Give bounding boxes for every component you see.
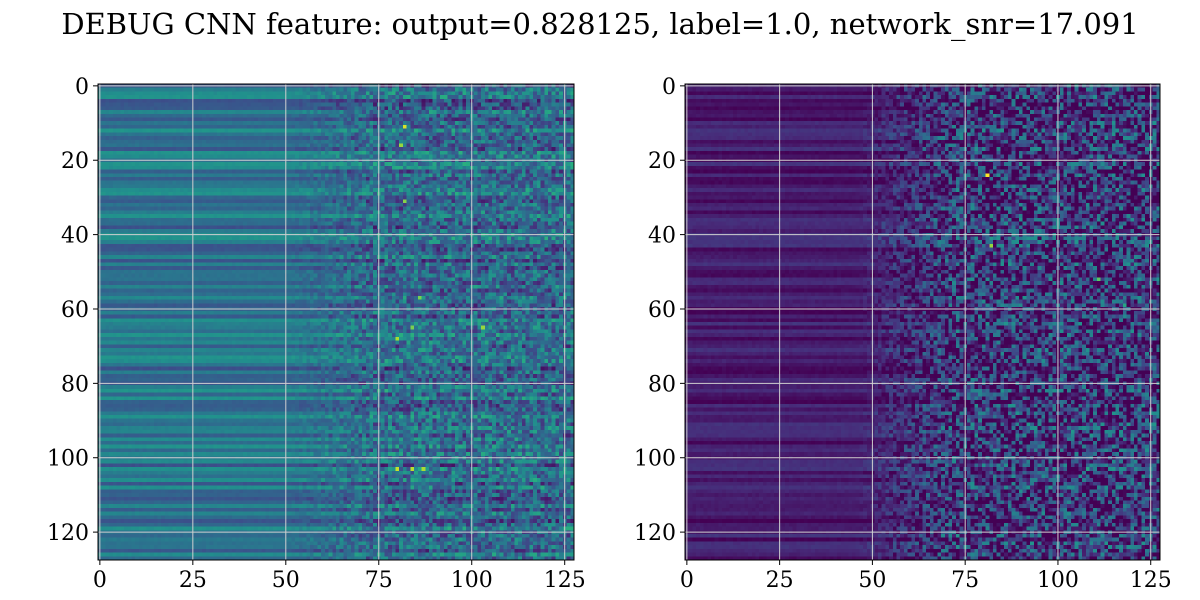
- y-tick-label: 0: [662, 75, 676, 100]
- y-tick-label: 0: [75, 75, 89, 100]
- x-tick-label: 25: [766, 568, 794, 593]
- heatmap-image: [685, 84, 1160, 560]
- y-tick-label: 120: [634, 521, 676, 546]
- y-tick-label: 80: [648, 372, 676, 397]
- x-tick-label: 125: [544, 568, 586, 593]
- x-tick-label: 100: [1037, 568, 1079, 593]
- axes-frame: [684, 83, 1161, 561]
- x-tick-label: 50: [272, 568, 300, 593]
- axes-frame: [97, 83, 575, 561]
- x-tick-label: 25: [179, 568, 207, 593]
- x-tick-label: 125: [1130, 568, 1172, 593]
- heatmap-panel-left: 0 25 50 75 100 125 0 20 40 60 80 100 120: [47, 75, 586, 593]
- x-tick-label: 75: [365, 568, 393, 593]
- y-tick-label: 100: [47, 447, 89, 472]
- heatmap-image: [98, 84, 574, 560]
- x-tick-label: 0: [93, 568, 107, 593]
- x-tick-label: 0: [680, 568, 694, 593]
- figure-title: DEBUG CNN feature: output=0.828125, labe…: [61, 7, 1138, 42]
- y-tick-label: 100: [634, 447, 676, 472]
- x-tick-label: 50: [858, 568, 886, 593]
- y-tick-label: 120: [47, 521, 89, 546]
- x-tick-label: 75: [951, 568, 979, 593]
- y-tick-label: 40: [61, 224, 89, 249]
- y-tick-label: 20: [61, 149, 89, 174]
- y-tick-label: 40: [648, 224, 676, 249]
- y-tick-label: 60: [61, 298, 89, 323]
- y-tick-label: 60: [648, 298, 676, 323]
- heatmap-panel-right: 0 25 50 75 100 125 0 20 40 60 80 100 120: [634, 75, 1172, 593]
- y-tick-label: 80: [61, 372, 89, 397]
- x-tick-label: 100: [451, 568, 493, 593]
- y-tick-label: 20: [648, 149, 676, 174]
